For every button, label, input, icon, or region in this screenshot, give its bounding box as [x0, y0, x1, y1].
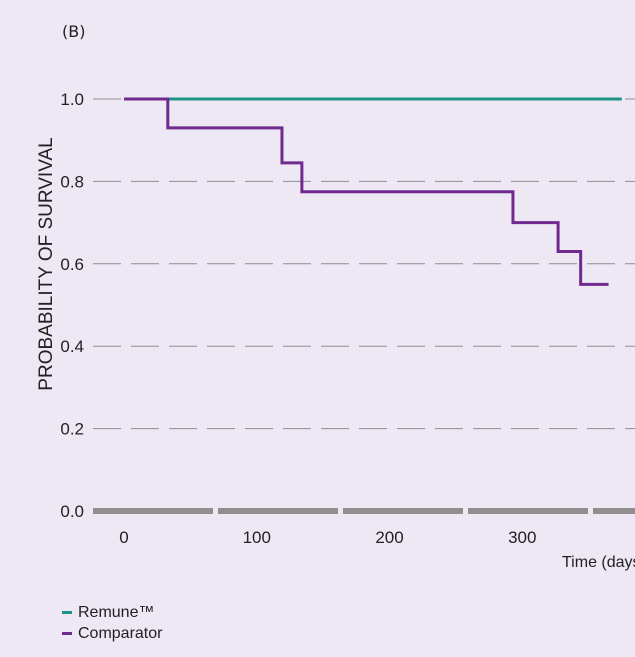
legend: Remune™ Comparator [62, 602, 162, 644]
legend-item-remune: Remune™ [62, 602, 162, 623]
x-tick-label: 200 [375, 528, 403, 547]
y-tick-labels: 0.0 0.2 0.4 0.6 0.8 1.0 [60, 90, 84, 521]
y-axis-label: PROBABILITY OF SURVIVAL [36, 137, 57, 390]
y-tick-label: 0.4 [60, 337, 84, 356]
x-tick-labels: 0100200300400 [119, 528, 536, 547]
series-lines [124, 97, 622, 286]
series-line-comparator [124, 97, 609, 286]
x-tick-label: 0 [119, 528, 128, 547]
y-tick-label: 0.2 [60, 420, 84, 439]
panel-label: (B) [62, 22, 86, 41]
y-tick-label: 0.0 [60, 502, 84, 521]
legend-label-comparator: Comparator [78, 625, 163, 642]
x-tick-label: 100 [243, 528, 271, 547]
legend-label-remune: Remune™ [78, 604, 155, 621]
y-tick-label: 1.0 [60, 90, 84, 109]
gridlines [93, 98, 635, 514]
y-tick-label: 0.8 [60, 172, 84, 191]
legend-swatch-remune [62, 611, 72, 614]
y-tick-label: 0.6 [60, 255, 84, 274]
x-axis-label: Time (days) [562, 554, 635, 571]
legend-item-comparator: Comparator [62, 623, 162, 644]
x-tick-label: 300 [508, 528, 536, 547]
legend-swatch-comparator [62, 632, 72, 635]
